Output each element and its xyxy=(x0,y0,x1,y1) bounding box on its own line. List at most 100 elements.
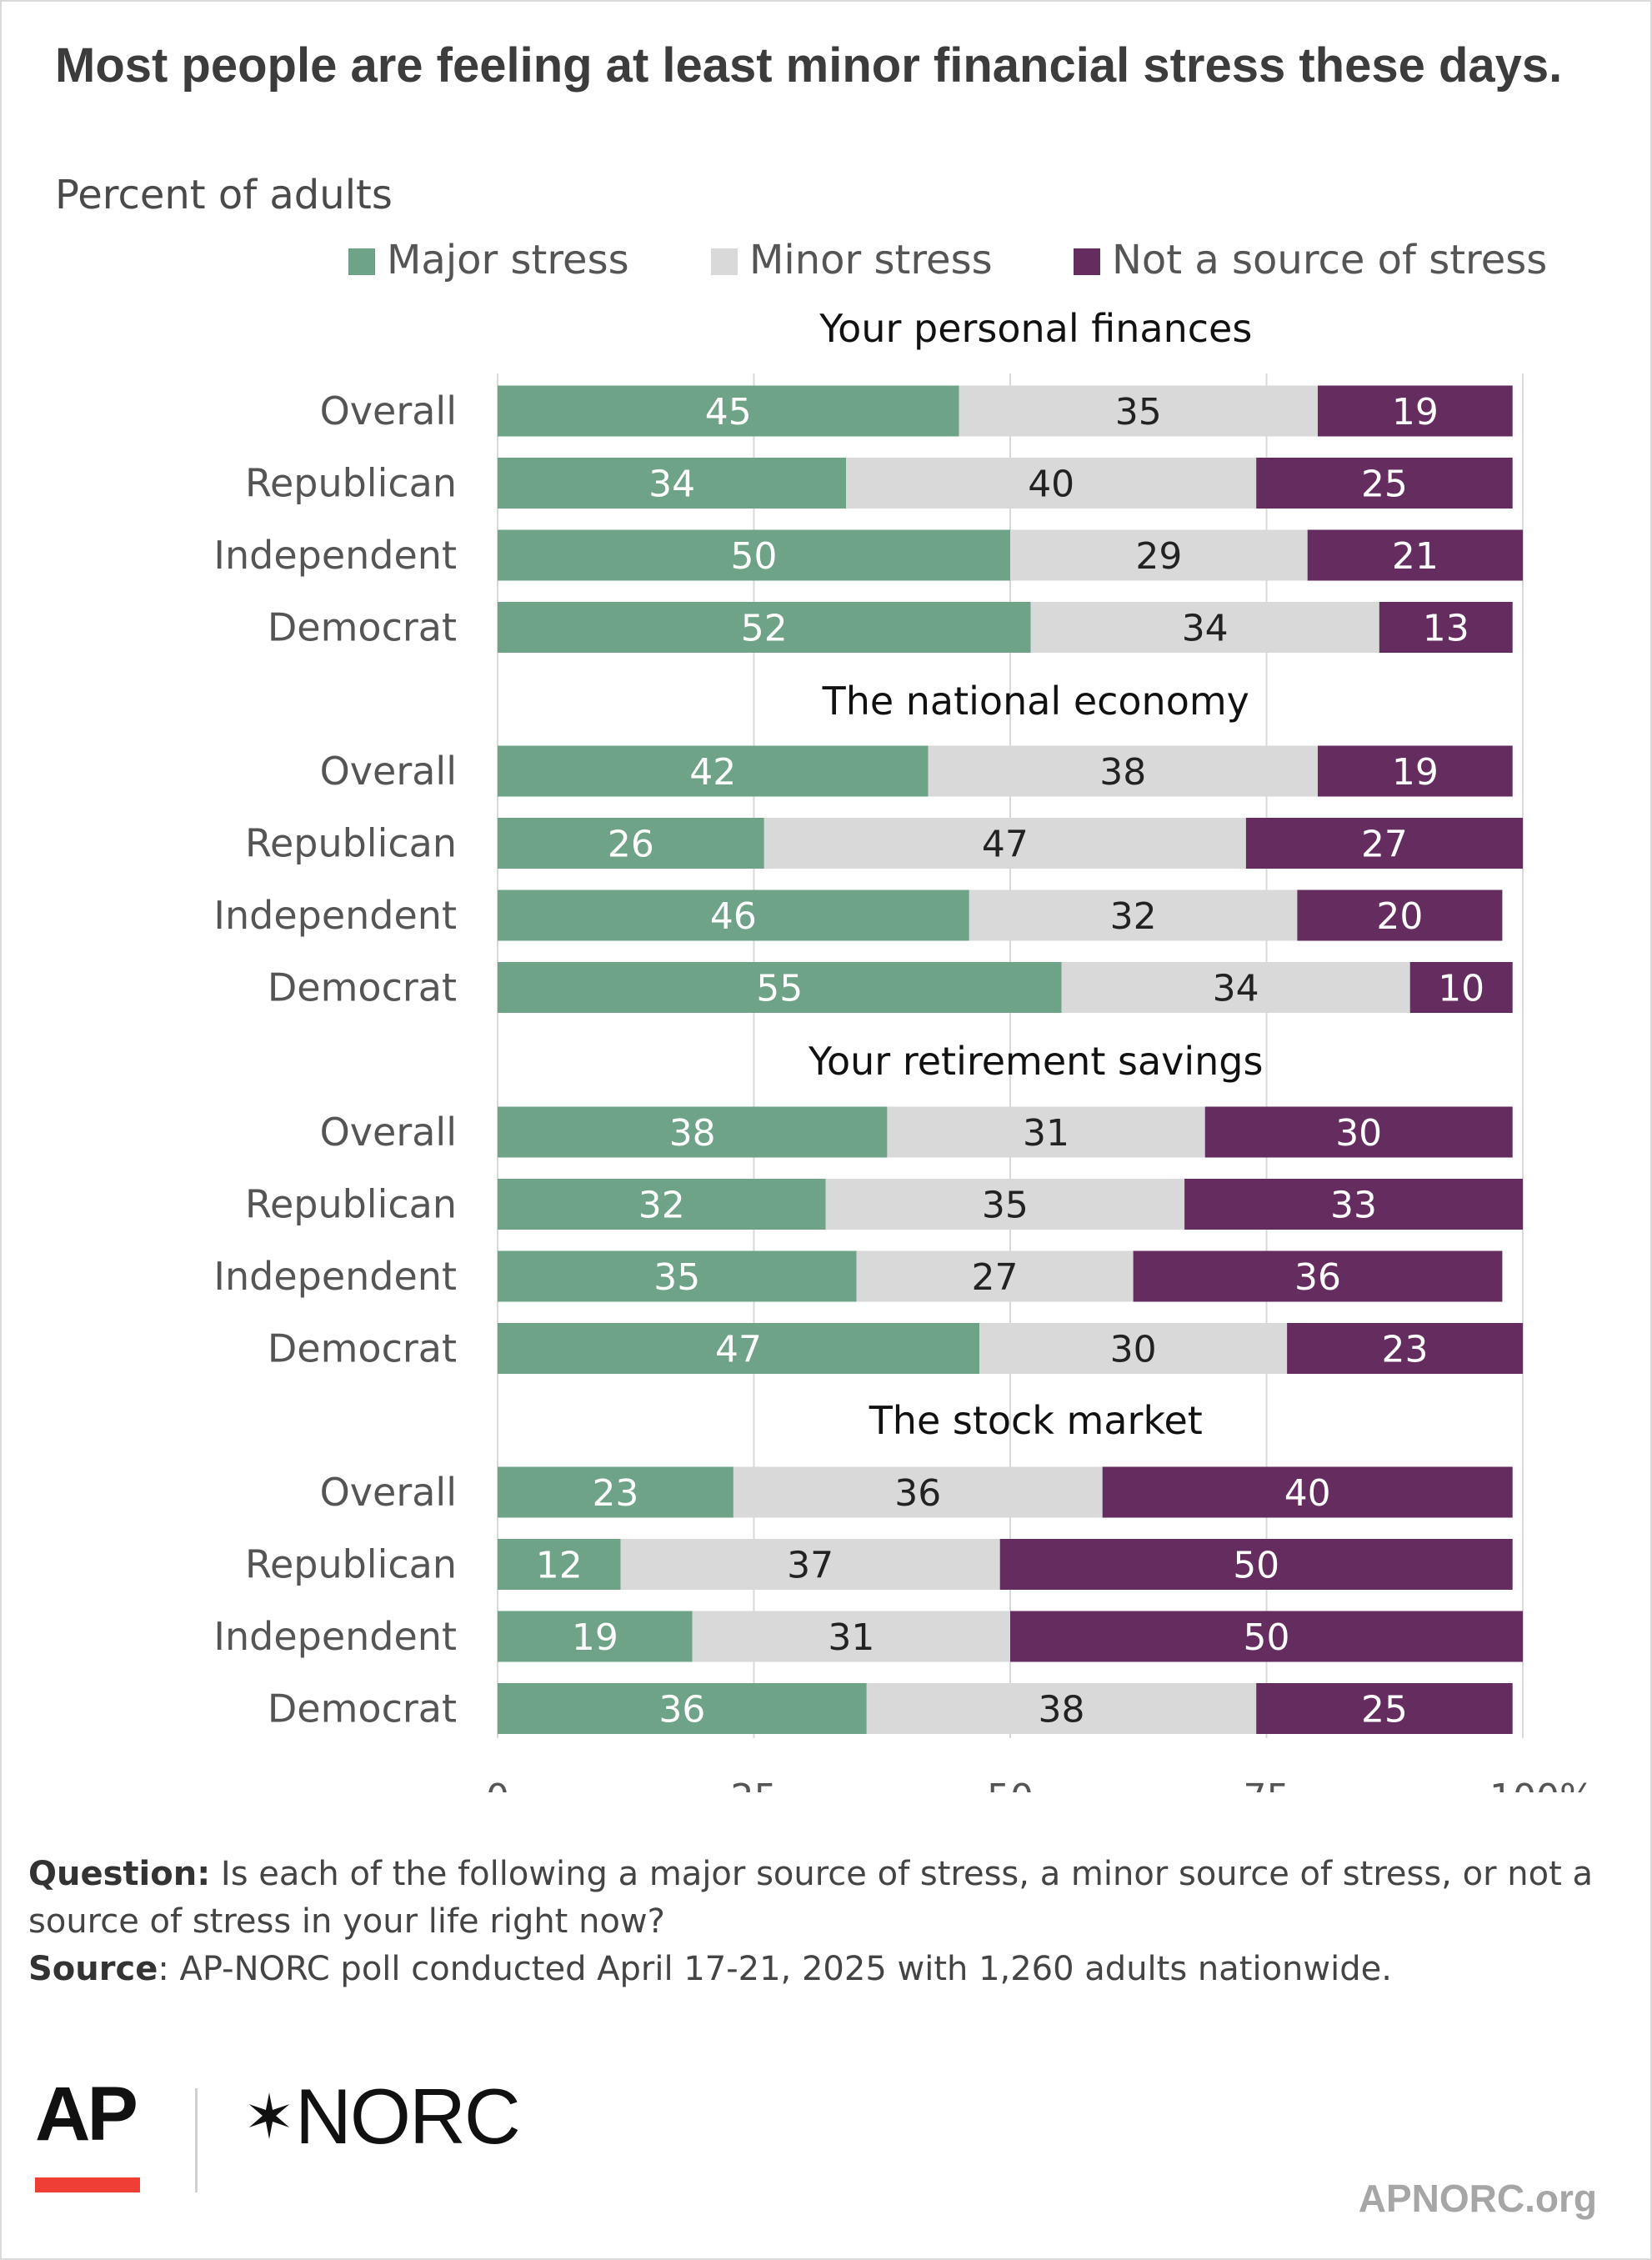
source-text: : AP-NORC poll conducted April 17-21, 20… xyxy=(158,1950,1392,1988)
bar-segment xyxy=(498,818,764,869)
data-label: 45 xyxy=(705,391,752,433)
data-label: 46 xyxy=(710,895,757,938)
category-label: Overall xyxy=(320,388,457,433)
category-label: Overall xyxy=(320,1110,457,1155)
bar-segment xyxy=(763,818,1246,869)
norc-star-icon: ✶ xyxy=(243,2082,295,2152)
bar-segment xyxy=(856,1250,1134,1302)
bar-segment xyxy=(1061,962,1410,1013)
chart-groups: Your personal finances Overall 45 35 19 Repub… xyxy=(213,306,1523,1734)
norc-logo-text: NORC xyxy=(295,2072,521,2160)
data-label: 20 xyxy=(1376,895,1423,938)
category-label: Republican xyxy=(245,821,457,866)
data-label: 30 xyxy=(1110,1329,1157,1371)
bar-segment xyxy=(498,962,1062,1013)
category-label: Republican xyxy=(245,1542,457,1587)
data-label: 27 xyxy=(1361,824,1408,866)
data-label: 38 xyxy=(669,1112,716,1155)
bar-segment xyxy=(498,1106,888,1158)
data-label: 35 xyxy=(653,1256,700,1299)
bar-segment xyxy=(1010,529,1308,581)
data-label: 42 xyxy=(689,751,736,794)
data-label: 25 xyxy=(1361,1689,1408,1731)
bar-segment xyxy=(999,1539,1513,1590)
data-label: 25 xyxy=(1361,464,1408,506)
bar-segment xyxy=(498,1466,733,1518)
footnote: Question: Is each of the following a maj… xyxy=(28,1851,1612,1993)
bar-segment xyxy=(1030,602,1379,653)
data-label: 34 xyxy=(1213,968,1259,1010)
group-3: The stock market Overall 23 36 40 Republican 1… xyxy=(213,1398,1523,1734)
data-label: 40 xyxy=(1028,464,1074,506)
bar-segment xyxy=(1256,1683,1513,1734)
data-label: 19 xyxy=(572,1616,618,1659)
bar-segment xyxy=(928,745,1318,797)
bar-segment xyxy=(498,1683,867,1734)
legend-swatch-1 xyxy=(711,248,738,275)
data-label: 34 xyxy=(648,464,695,506)
category-label: Overall xyxy=(320,1470,457,1515)
data-label: 23 xyxy=(1382,1329,1429,1371)
group-1: The national economy Overall 42 38 19 Republi… xyxy=(213,679,1523,1013)
bar-segment xyxy=(1204,1106,1513,1158)
logo-divider xyxy=(195,2088,198,2192)
bar-segment xyxy=(1409,962,1513,1013)
bar-segment xyxy=(1318,385,1513,437)
x-tick-label: 0 xyxy=(486,1776,509,1792)
category-label: Democrat xyxy=(268,605,457,650)
bar-segment xyxy=(692,1611,1010,1662)
bar-segment xyxy=(1133,1250,1503,1302)
data-label: 12 xyxy=(536,1545,583,1587)
data-label: 29 xyxy=(1135,535,1182,578)
legend-label-1: Minor stress xyxy=(749,237,993,283)
bar-segment xyxy=(1297,889,1503,941)
data-label: 52 xyxy=(741,608,788,650)
category-label: Independent xyxy=(213,1254,457,1299)
data-label: 50 xyxy=(1233,1545,1279,1587)
data-label: 55 xyxy=(756,968,803,1010)
x-tick-label: 75 xyxy=(1244,1776,1290,1792)
bar-segment xyxy=(498,1323,980,1374)
group-title-2: Your retirement savings xyxy=(808,1039,1263,1084)
data-label: 32 xyxy=(638,1185,685,1227)
data-label: 31 xyxy=(828,1616,874,1659)
bar-segment xyxy=(733,1466,1103,1518)
legend-swatch-2 xyxy=(1074,248,1100,275)
bar-segment xyxy=(498,602,1031,653)
bar-segment xyxy=(979,1323,1288,1374)
bar-segment xyxy=(1256,458,1513,509)
data-label: 47 xyxy=(715,1329,762,1371)
bar-segment xyxy=(1102,1466,1513,1518)
bar-segment xyxy=(498,1611,693,1662)
data-label: 40 xyxy=(1284,1472,1331,1515)
data-label: 36 xyxy=(894,1472,941,1515)
data-label: 50 xyxy=(731,535,778,578)
bar-segment xyxy=(498,1179,826,1230)
data-label: 19 xyxy=(1392,391,1439,433)
x-axis: 0 25 50 75 100% xyxy=(486,1776,1594,1792)
data-label: 30 xyxy=(1335,1112,1382,1155)
x-tick-label: 100% xyxy=(1489,1776,1594,1792)
chart-title: Most people are feeling at least minor f… xyxy=(55,38,1563,93)
bar-segment xyxy=(969,889,1298,941)
data-label: 27 xyxy=(972,1256,1019,1299)
ap-logo-underline xyxy=(35,2177,140,2192)
category-label: Democrat xyxy=(268,1686,457,1731)
source-note: Source: AP-NORC poll conducted April 17-… xyxy=(28,1946,1612,1993)
group-2: Your retirement savings Overall 38 31 30 Repu… xyxy=(213,1039,1523,1374)
bar-segment xyxy=(1318,745,1513,797)
bar-segment xyxy=(498,745,929,797)
bar-segment xyxy=(498,458,847,509)
bar-segment xyxy=(866,1683,1257,1734)
bar-segment xyxy=(846,458,1257,509)
bar-segment xyxy=(498,889,969,941)
stacked-bar-chart: Major stress Minor stress Not a source of … xyxy=(213,237,1594,1792)
group-title-0: Your personal finances xyxy=(818,306,1252,351)
data-label: 23 xyxy=(592,1472,638,1515)
legend-label-0: Major stress xyxy=(387,237,629,283)
bar-segment xyxy=(887,1106,1205,1158)
bar-segment xyxy=(498,1250,857,1302)
data-label: 38 xyxy=(1099,751,1146,794)
bar-segment xyxy=(498,385,959,437)
bar-segment xyxy=(825,1179,1185,1230)
